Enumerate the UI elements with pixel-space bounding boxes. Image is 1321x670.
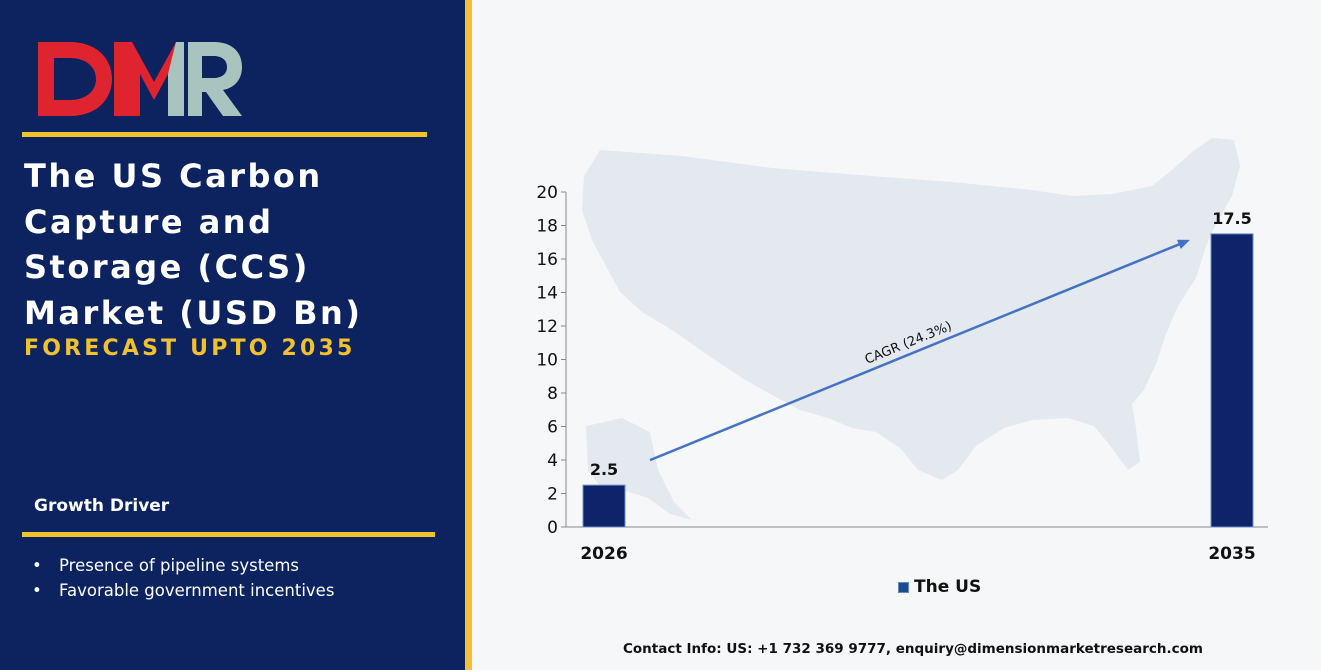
y-axis-ticks: 0 2 4 6 8 10 12 14 16 18 20	[536, 183, 566, 538]
y-tick-label: 6	[547, 418, 558, 438]
chart-legend: The US	[898, 577, 981, 597]
growth-driver-item: Presence of pipeline systems	[32, 553, 334, 578]
y-tick-label: 12	[536, 317, 558, 337]
logo-letter-r	[188, 42, 242, 116]
y-tick-label: 16	[536, 250, 558, 270]
y-tick-label: 14	[536, 284, 558, 304]
bar-group: 2.5 2026 17.5 2035	[580, 209, 1255, 564]
page-subtitle: FORECAST UPTO 2035	[24, 336, 356, 361]
y-tick-label: 20	[536, 183, 558, 203]
growth-driver-divider	[22, 532, 435, 537]
legend-label: The US	[914, 577, 982, 597]
bar	[582, 484, 626, 528]
top-divider	[22, 132, 427, 137]
y-tick-label: 4	[547, 451, 558, 471]
left-panel: The US Carbon Capture and Storage (CCS) …	[0, 0, 465, 670]
cagr-arrowhead	[1177, 239, 1190, 250]
cagr-trend-arrow	[649, 243, 1180, 462]
x-tick-label: 2026	[580, 544, 627, 564]
y-tick-label: 10	[536, 351, 558, 371]
gold-stripe	[465, 0, 472, 670]
bar	[1210, 233, 1254, 528]
y-tick-label: 0	[547, 518, 558, 538]
bar-data-label: 2.5	[590, 460, 618, 479]
contact-info: Contact Info: US: +1 732 369 9777, enqui…	[623, 641, 1203, 657]
alaska-silhouette	[586, 418, 692, 520]
y-tick-label: 18	[536, 217, 558, 237]
y-tick-label: 2	[547, 485, 558, 505]
logo-letter-m	[114, 42, 184, 116]
growth-driver-heading: Growth Driver	[34, 496, 170, 516]
page-title: The US Carbon Capture and Storage (CCS) …	[24, 157, 363, 332]
y-tick-label: 8	[547, 384, 558, 404]
legend-swatch	[898, 581, 909, 593]
x-tick-label: 2035	[1208, 544, 1255, 564]
logo-letter-d	[38, 42, 112, 116]
dmr-logo	[38, 42, 242, 116]
us-map-silhouette	[582, 138, 1240, 480]
bar-data-label: 17.5	[1212, 209, 1251, 228]
growth-driver-item: Favorable government incentives	[32, 578, 334, 603]
growth-driver-list: Presence of pipeline systems Favorable g…	[32, 553, 334, 603]
